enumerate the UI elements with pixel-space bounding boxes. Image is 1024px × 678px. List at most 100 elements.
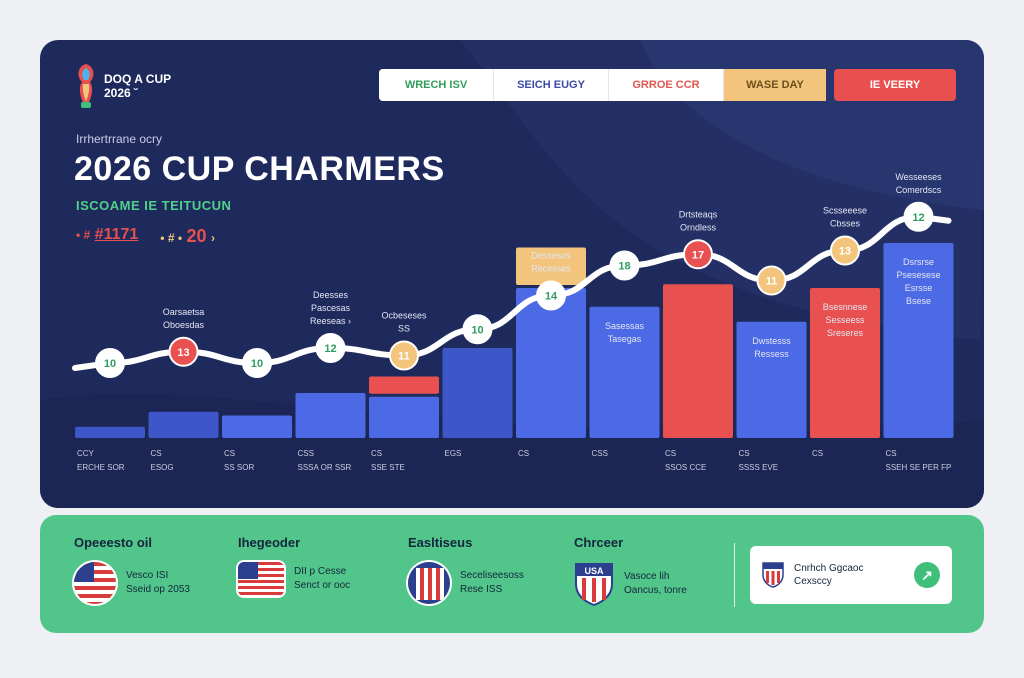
- x-tick-label: CS: [886, 449, 897, 458]
- chart-bar: [148, 411, 219, 438]
- stat1-prefix: • #: [76, 228, 91, 242]
- annotation-text: Dessesos: [531, 251, 571, 261]
- x-tick-sublabel: ERCHE SOR: [77, 463, 125, 472]
- data-point-label: 10: [251, 358, 263, 370]
- data-point: [95, 348, 125, 378]
- x-tick-label: CS: [812, 449, 823, 458]
- annotation-text: Cbsses: [830, 219, 861, 229]
- annotation-text: Tasegas: [608, 334, 642, 344]
- tab-wase-day[interactable]: WASE DAY: [724, 69, 826, 101]
- team-line1: Vesco ISI: [126, 570, 169, 581]
- stat2-value: 20: [186, 226, 207, 246]
- data-point: [168, 336, 199, 367]
- data-point-label: 10: [471, 324, 483, 336]
- data-point: [609, 250, 640, 281]
- brand-logo[interactable]: DOQ A CUP 2026 ˘: [74, 62, 174, 110]
- team-title: Opeeesto oil: [74, 535, 153, 550]
- bottom-panel: Opeeesto oil Vesco ISI Sseid op 2053 Ihe…: [40, 515, 984, 633]
- x-tick-label: CSS: [592, 449, 608, 458]
- chart-bar: [589, 306, 660, 438]
- annotation-text: Ressess: [754, 349, 789, 359]
- page-subtitle: ISCOAME IE TEITUCUN: [76, 198, 232, 213]
- data-point-label: 10: [104, 358, 116, 370]
- team-line2: Sseid op 2053: [126, 584, 190, 595]
- x-tick-sublabel: SS SOR: [224, 463, 254, 472]
- cta-line1: Cnrhch Ggcaoc: [794, 563, 864, 574]
- team-line1: Seceliseesoss: [460, 570, 524, 581]
- annotation-text: Oboesdas: [163, 320, 205, 330]
- chart-bar: [295, 393, 366, 438]
- team-card-2[interactable]: Ihegeoder DII p Cesse Senct or ooc: [238, 535, 398, 596]
- data-point-label: 11: [766, 276, 778, 288]
- annotation-text: Deesses: [313, 290, 349, 300]
- team-line2: Rese ISS: [460, 584, 503, 595]
- stat2-suffix: ›: [210, 231, 215, 245]
- stat2-prefix: • # •: [160, 231, 183, 245]
- x-tick-label: CS: [518, 449, 529, 458]
- annotation-text: Orndless: [680, 222, 717, 232]
- annotation-text: Scsseeese: [823, 206, 867, 216]
- x-tick-label: EGS: [445, 449, 462, 458]
- data-point-label: 13: [177, 347, 189, 359]
- chart-bar: [75, 426, 145, 438]
- chart-bar: [442, 348, 513, 438]
- annotation-text: Sreseres: [827, 328, 864, 338]
- x-tick-sublabel: SSOS CCE: [665, 463, 706, 472]
- team-card-1[interactable]: Opeeesto oil Vesco ISI Sseid op 2053: [74, 535, 234, 604]
- logo-line2: 2026 ˘: [104, 86, 139, 100]
- divider: [734, 543, 735, 607]
- team-card-4[interactable]: Chrceer USA Vasoce lih Oancus, tonre: [574, 535, 734, 607]
- tab-bar: WRECH ISV SEICH EUGY GRROE CCR WASE DAY …: [379, 69, 956, 101]
- annotation-text: Ocbeseses: [381, 311, 427, 321]
- annotation-text: SS: [398, 324, 410, 334]
- svg-text:USA: USA: [584, 566, 604, 576]
- us-flag-icon: [74, 562, 116, 604]
- chart-bar: [810, 288, 880, 438]
- cta-card[interactable]: Cnrhch Ggcaoc Cexsccy ↗: [750, 546, 952, 604]
- x-tick-label: CS: [665, 449, 676, 458]
- chart-bar: [883, 243, 954, 438]
- annotation-text: Bsesnnese: [823, 302, 868, 312]
- team-title: Ihegeoder: [238, 535, 301, 550]
- data-point: [830, 235, 860, 266]
- team-title: Chrceer: [574, 535, 624, 550]
- data-point: [462, 314, 493, 345]
- bar-line-chart: CCY ERCHE SOR CS ESOG CS SS SOR CSS SSSA OR SSR…: [72, 172, 954, 472]
- annotation-text: Wesseeses: [895, 172, 942, 182]
- tab-seich[interactable]: SEICH EUGY: [494, 69, 609, 101]
- x-tick-sublabel: SSSS EVE: [739, 463, 779, 472]
- chart-bar: [663, 284, 733, 438]
- data-point: [242, 348, 272, 378]
- annotation-text: Drtsteaqs: [679, 209, 718, 219]
- data-point-label: 17: [692, 249, 704, 261]
- tab-wrech[interactable]: WRECH ISV: [379, 69, 494, 101]
- data-point: [903, 201, 934, 232]
- annotation-text: Psesesese: [896, 270, 940, 280]
- page-title: 2026 CUP CHARMERS: [74, 150, 445, 188]
- data-point-label: 13: [839, 246, 851, 258]
- cta-line2: Cexsccy: [794, 576, 832, 587]
- arrow-icon[interactable]: ↗: [914, 562, 940, 588]
- x-tick-sublabel: SSE STE: [371, 463, 405, 472]
- chart-bar: [369, 396, 439, 438]
- annotation-text: Comerdscs: [896, 185, 942, 195]
- chart-bar: [736, 321, 807, 438]
- tab-grroe[interactable]: GRROE CCR: [609, 69, 724, 101]
- team-line1: Vasoce lih: [624, 571, 670, 582]
- data-point-label: 14: [545, 291, 558, 303]
- us-crest-icon: [408, 562, 450, 604]
- stats-row: • # #1171 • # • 20 ›: [76, 226, 215, 247]
- data-point-label: 11: [398, 351, 410, 363]
- x-tick-sublabel: ESOG: [151, 463, 174, 472]
- x-tick-label: CS: [371, 449, 382, 458]
- usa-shield-icon: [762, 562, 784, 588]
- x-tick-sublabel: SSSA OR SSR: [298, 463, 352, 472]
- stat1-value: #1171: [94, 226, 139, 243]
- annotation-text: Sasessas: [605, 321, 645, 331]
- team-line1: DII p Cesse: [294, 566, 347, 577]
- chart-bar-top: [369, 376, 439, 394]
- team-card-3[interactable]: Easltiseus Seceliseesoss Rese ISS: [408, 535, 568, 604]
- dashboard-card: DOQ A CUP 2026 ˘ WRECH ISV SEICH EUGY GR…: [40, 40, 984, 508]
- tab-ie-veery[interactable]: IE VEERY: [834, 69, 956, 101]
- data-point: [683, 239, 713, 270]
